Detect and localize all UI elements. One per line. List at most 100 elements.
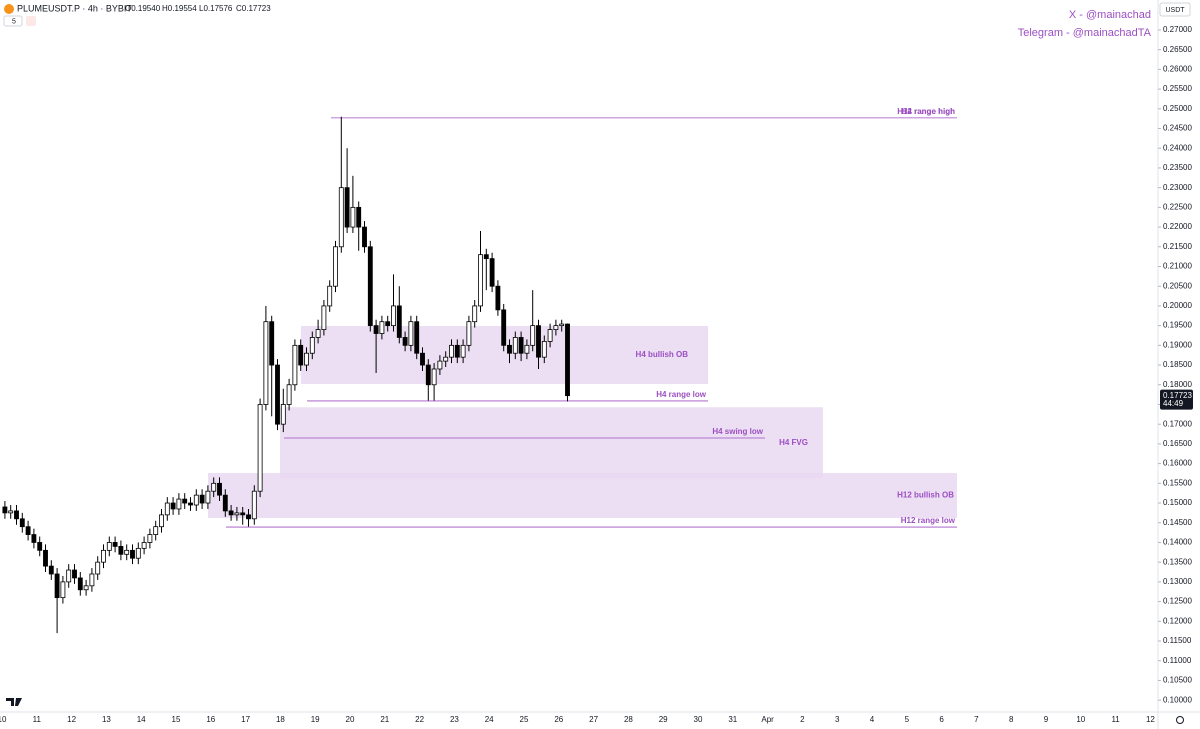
x-tick-label: 16 bbox=[206, 715, 215, 724]
credit: X - @mainachad bbox=[1069, 9, 1151, 21]
x-tick-label: 18 bbox=[276, 715, 285, 724]
y-tick-label: 0.23500 bbox=[1163, 163, 1192, 172]
settings-icon[interactable] bbox=[1176, 716, 1184, 724]
y-tick-label: 0.17000 bbox=[1163, 419, 1192, 428]
candle-body bbox=[472, 305, 478, 323]
y-tick-label: 0.14000 bbox=[1163, 538, 1192, 547]
zone bbox=[208, 473, 957, 519]
x-tick-label: 10 bbox=[0, 715, 7, 724]
candle-body bbox=[495, 285, 501, 311]
y-tick-label: 0.10500 bbox=[1163, 676, 1192, 685]
y-tick-label: 0.19500 bbox=[1163, 321, 1192, 330]
zone-label: H4 bullish OB bbox=[636, 350, 689, 359]
y-tick-label: 0.22000 bbox=[1163, 222, 1192, 231]
candle-body bbox=[565, 323, 570, 397]
x-tick-label: 15 bbox=[172, 715, 181, 724]
y-tick-label: 0.16000 bbox=[1163, 459, 1192, 468]
candle-body bbox=[222, 494, 228, 512]
currency[interactable]: USDT bbox=[1165, 7, 1185, 14]
candle-body bbox=[280, 404, 286, 425]
x-tick-label: 14 bbox=[137, 715, 146, 724]
candle-body bbox=[553, 325, 559, 330]
candle-body bbox=[362, 226, 367, 248]
y-tick-label: 0.12500 bbox=[1163, 597, 1192, 606]
candle-body bbox=[130, 549, 135, 559]
candle-body bbox=[391, 305, 396, 327]
candle-body bbox=[8, 510, 14, 514]
level-label: H4 swing low bbox=[712, 427, 763, 436]
candle-body bbox=[66, 569, 72, 583]
x-tick-label: 12 bbox=[1146, 715, 1155, 724]
candle-body bbox=[478, 254, 483, 307]
y-tick-label: 0.12000 bbox=[1163, 616, 1192, 625]
level-label: H4 range high bbox=[902, 107, 955, 116]
x-tick-label: 3 bbox=[835, 715, 840, 724]
candle-body bbox=[240, 512, 246, 516]
x-tick-label: 11 bbox=[1111, 715, 1120, 724]
candle-body bbox=[72, 569, 77, 579]
candle-body bbox=[31, 534, 37, 543]
zone bbox=[280, 407, 823, 479]
candle-body bbox=[77, 577, 83, 591]
x-tick-label: 19 bbox=[311, 715, 320, 724]
candle-body bbox=[246, 514, 251, 520]
candle-body bbox=[37, 542, 43, 551]
x-tick-label: 23 bbox=[450, 715, 459, 724]
candle-body bbox=[385, 321, 391, 327]
x-tick-label: 20 bbox=[346, 715, 355, 724]
currency-button[interactable] bbox=[1159, 2, 1191, 17]
candle-body bbox=[170, 502, 176, 510]
x-tick-label: 22 bbox=[415, 715, 424, 724]
candle-body bbox=[309, 337, 315, 354]
x-tick-label: 26 bbox=[554, 715, 563, 724]
candle-body bbox=[507, 344, 512, 354]
candle-body bbox=[304, 352, 309, 366]
candle-body bbox=[431, 368, 437, 386]
candle-body bbox=[89, 573, 95, 587]
candle-body bbox=[95, 561, 101, 575]
y-tick-label: 0.25000 bbox=[1163, 104, 1192, 113]
y-tick-label: 0.27000 bbox=[1163, 25, 1192, 34]
interval-badge-box[interactable] bbox=[3, 15, 23, 27]
alert-icon[interactable] bbox=[26, 16, 36, 26]
level-label: H12 range low bbox=[901, 516, 956, 525]
interval-badge[interactable]: 5 bbox=[12, 18, 16, 25]
y-tick-label: 0.13000 bbox=[1163, 577, 1192, 586]
candle-body bbox=[14, 510, 19, 520]
x-tick-label: 21 bbox=[380, 715, 389, 724]
candle-body bbox=[338, 187, 344, 248]
y-tick-label: 0.23000 bbox=[1163, 183, 1192, 192]
zone-label: H12 bullish OB bbox=[897, 491, 954, 500]
candle-body bbox=[205, 490, 211, 504]
x-tick-label: 10 bbox=[1076, 715, 1085, 724]
candle-body bbox=[333, 246, 338, 287]
ohlc-open: O0.19540 bbox=[125, 4, 161, 13]
y-tick-label: 0.24500 bbox=[1163, 124, 1192, 133]
x-tick-label: 11 bbox=[33, 715, 42, 724]
candle-body bbox=[112, 542, 118, 547]
candle-body bbox=[60, 581, 66, 599]
x-tick-label: 12 bbox=[67, 715, 76, 724]
candle-body bbox=[356, 206, 362, 228]
zone-label: H4 FVG bbox=[779, 438, 808, 447]
candle-body bbox=[547, 329, 553, 342]
candle-body bbox=[135, 547, 141, 559]
candle-body bbox=[437, 360, 443, 370]
candle-body bbox=[234, 512, 240, 516]
y-tick-label: 0.10000 bbox=[1163, 695, 1192, 704]
x-tick-label: 4 bbox=[870, 715, 875, 724]
candle-body bbox=[251, 490, 257, 520]
candle-body bbox=[292, 344, 298, 386]
x-tick-label: 5 bbox=[905, 715, 910, 724]
candle-body bbox=[182, 498, 188, 504]
candle-body bbox=[367, 246, 373, 327]
symbol-icon bbox=[4, 4, 14, 14]
candle-body bbox=[408, 321, 414, 346]
x-tick-label: Apr bbox=[761, 715, 774, 724]
candle-body bbox=[536, 325, 541, 358]
candle-body bbox=[199, 494, 205, 504]
candle-body bbox=[420, 352, 425, 366]
candle-body bbox=[269, 321, 275, 366]
candle-body bbox=[443, 356, 449, 362]
candle-body bbox=[211, 482, 217, 492]
